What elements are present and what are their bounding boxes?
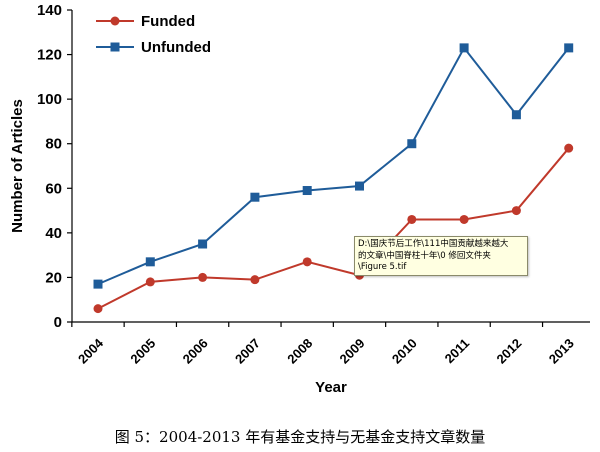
data-point-unfunded bbox=[302, 186, 312, 196]
y-tick-label: 60 bbox=[45, 180, 62, 197]
x-tick-label: 2006 bbox=[180, 336, 211, 367]
y-tick-label: 80 bbox=[45, 136, 62, 153]
data-point-funded bbox=[250, 275, 260, 285]
legend-label: Funded bbox=[141, 13, 195, 30]
x-tick-label: 2013 bbox=[546, 336, 577, 367]
y-tick-label: 40 bbox=[45, 225, 62, 242]
legend-marker bbox=[110, 42, 120, 52]
x-tick-label: 2010 bbox=[389, 336, 420, 367]
series-line-unfunded bbox=[97, 46, 570, 286]
legend: Funded Unfunded bbox=[96, 13, 211, 56]
figure-caption: 图 5：2004-2013 年有基金支持与无基金支持文章数量 bbox=[114, 428, 486, 446]
file-path-tooltip: D:\国庆节后工作\111中国贡献越来越大 的文章\中国脊柱十年\0 修回文件夹… bbox=[354, 236, 528, 276]
data-point-unfunded bbox=[250, 192, 260, 202]
data-point-funded bbox=[145, 277, 155, 287]
data-point-unfunded bbox=[145, 257, 155, 267]
legend-label: Unfunded bbox=[141, 39, 211, 56]
data-point-funded bbox=[511, 206, 521, 216]
x-tick-label: 2005 bbox=[127, 336, 158, 367]
tooltip-line-2: 的文章\中国脊柱十年\0 修回文件夹 bbox=[358, 250, 491, 261]
data-point-unfunded bbox=[355, 181, 364, 191]
y-axis-ticks: 0 20 40 60 80 100 120 140 bbox=[37, 2, 72, 331]
data-point-funded bbox=[302, 257, 312, 267]
data-point-unfunded bbox=[93, 279, 103, 289]
x-tick-label: 2009 bbox=[337, 336, 368, 367]
x-tick-label: 2008 bbox=[284, 336, 315, 367]
legend-marker bbox=[110, 16, 120, 26]
data-point-unfunded bbox=[459, 43, 469, 53]
series-line-funded bbox=[97, 147, 570, 310]
series-layer bbox=[93, 43, 574, 314]
series-funded bbox=[93, 143, 574, 314]
data-point-unfunded bbox=[511, 110, 521, 120]
y-axis-title: Number of Articles bbox=[9, 99, 26, 233]
x-tick-label: 2011 bbox=[442, 336, 473, 367]
data-point-funded bbox=[93, 304, 103, 314]
data-point-funded bbox=[459, 214, 469, 224]
x-tick-label: 2012 bbox=[493, 336, 524, 367]
y-tick-label: 20 bbox=[45, 269, 62, 286]
x-axis-title: Year bbox=[315, 379, 347, 396]
legend-item-unfunded: Unfunded bbox=[96, 39, 211, 56]
data-point-funded bbox=[198, 272, 208, 282]
y-tick-label: 120 bbox=[37, 47, 62, 64]
series-unfunded bbox=[93, 43, 574, 289]
x-tick-label: 2007 bbox=[232, 336, 263, 367]
y-tick-label: 0 bbox=[54, 314, 62, 331]
data-point-funded bbox=[407, 214, 417, 224]
y-tick-label: 100 bbox=[37, 91, 62, 108]
tooltip-line-1: D:\国庆节后工作\111中国贡献越来越大 bbox=[358, 239, 509, 249]
data-point-funded bbox=[564, 143, 574, 153]
y-tick-label: 140 bbox=[37, 2, 62, 19]
x-axis-ticks: 2004 2005 2006 2007 2008 2009 2010 2011 2012 2013 bbox=[71, 322, 577, 367]
x-tick-label: 2004 bbox=[75, 335, 107, 367]
data-point-unfunded bbox=[407, 139, 417, 149]
tooltip-line-3: \Figure 5.tif bbox=[358, 262, 407, 272]
legend-item-funded: Funded bbox=[96, 13, 195, 30]
data-point-unfunded bbox=[198, 239, 208, 249]
data-point-unfunded bbox=[564, 43, 574, 53]
